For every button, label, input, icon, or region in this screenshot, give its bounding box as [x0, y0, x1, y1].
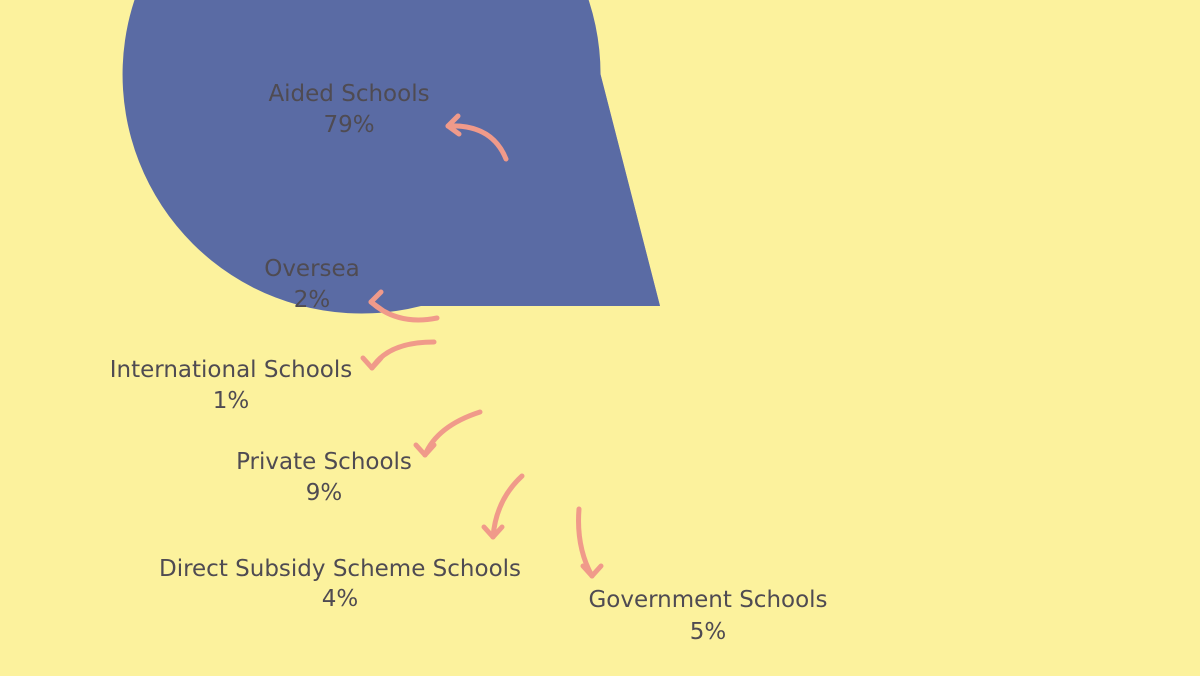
slice-label-private-schools: Private Schools [236, 449, 412, 475]
arrow-aided-schools [445, 123, 509, 162]
slice-label-aided-schools: Aided Schools [268, 81, 429, 107]
slice-value-government-schools: 5% [690, 619, 727, 645]
arrowhead-aided-schools [445, 113, 462, 137]
slice-label-oversea: Oversea [264, 256, 360, 282]
pie-slice-aided-schools [122, 0, 660, 314]
arrowhead-private-schools [413, 442, 437, 458]
arrow-direct-subsidy-scheme-schools [490, 473, 525, 540]
slice-value-aided-schools: 79% [323, 112, 374, 138]
slice-label-international-schools: International Schools [110, 357, 352, 383]
slice-label-direct-subsidy-scheme-schools: Direct Subsidy Scheme Schools [159, 556, 521, 582]
arrowhead-government-schools [580, 563, 604, 579]
slice-value-private-schools: 9% [306, 480, 343, 506]
pie-slices [122, 0, 660, 314]
slice-value-direct-subsidy-scheme-schools: 4% [322, 586, 359, 612]
slice-label-government-schools: Government Schools [588, 587, 827, 613]
arrowhead-international-schools [360, 355, 384, 371]
arrowhead-direct-subsidy-scheme-schools [481, 524, 505, 540]
slice-value-oversea: 2% [294, 287, 331, 313]
arrowhead-oversea [368, 289, 385, 313]
label-arrows [360, 113, 604, 579]
slice-labels: Oversea 2% International Schools 1% Private … [110, 81, 828, 645]
slice-value-international-schools: 1% [213, 388, 250, 414]
